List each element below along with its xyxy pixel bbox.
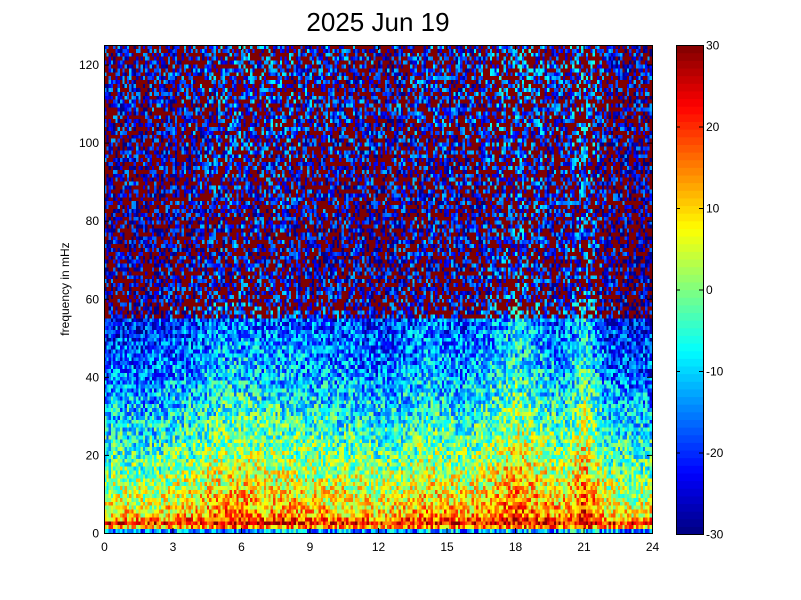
- colorbar-tick-label: 0: [706, 283, 713, 297]
- colorbar-swatch: [676, 121, 703, 130]
- colorbar-swatch: [676, 373, 703, 382]
- y-tick-label: 120: [79, 58, 99, 72]
- colorbar-swatch: [676, 342, 703, 352]
- colorbar-swatch: [676, 266, 703, 275]
- x-tick-label: 0: [101, 540, 108, 554]
- colorbar-swatch: [676, 411, 703, 420]
- colorbar-swatch: [676, 495, 703, 505]
- colorbar-tick-label: -30: [706, 528, 724, 542]
- colorbar-swatch: [676, 159, 703, 168]
- y-axis: 0 20 40 60 80 100 120: [79, 58, 652, 541]
- colorbar-swatch: [676, 75, 703, 84]
- colorbar-swatch: [676, 213, 703, 222]
- colorbar-tick-label: -10: [706, 365, 724, 379]
- colorbar-swatch: [676, 274, 703, 283]
- chart-title: 2025 Jun 19: [306, 7, 449, 37]
- colorbar-swatch: [676, 106, 703, 115]
- colorbar-swatch: [676, 281, 703, 291]
- colorbar-swatch: [676, 228, 703, 237]
- colorbar-swatch: [676, 174, 703, 184]
- colorbar-swatch: [676, 350, 703, 359]
- colorbar-swatch: [676, 304, 703, 314]
- colorbar-swatch: [676, 388, 703, 398]
- x-axis: 0 3 6 9 12 15 18 21 24: [101, 45, 659, 554]
- colorbar-swatch: [676, 335, 703, 344]
- colorbar-swatch: [676, 67, 703, 77]
- colorbar-swatch: [676, 236, 703, 245]
- x-tick-label: 6: [238, 540, 245, 554]
- x-tick-label: 24: [646, 540, 660, 554]
- colorbar-swatch: [676, 90, 703, 100]
- y-tick-label: 0: [92, 527, 99, 541]
- colorbar-tick-label: -20: [706, 446, 724, 460]
- colorbar-swatch: [676, 480, 703, 489]
- x-tick-label: 21: [577, 540, 591, 554]
- heatmap-plot-area: [104, 45, 652, 533]
- colorbar-swatch: [676, 427, 703, 436]
- colorbar-swatch: [676, 518, 703, 527]
- colorbar-swatch: [676, 511, 703, 520]
- colorbar-swatch: [676, 434, 703, 443]
- x-tick-label: 9: [307, 540, 314, 554]
- colorbar-swatch: [676, 197, 703, 207]
- y-tick-label: 20: [86, 448, 100, 462]
- x-tick-label: 12: [372, 540, 386, 554]
- x-tick-label: 3: [170, 540, 177, 554]
- colorbar-swatch: [676, 404, 703, 413]
- colorbar-swatch: [676, 52, 703, 61]
- colorbar-swatch: [676, 151, 703, 161]
- colorbar-swatch: [676, 220, 703, 229]
- colorbar-swatch: [676, 243, 703, 252]
- y-tick-label: 60: [86, 292, 100, 306]
- colorbar-swatch: [676, 365, 703, 375]
- colorbar-swatch: [676, 136, 703, 145]
- y-tick-label: 40: [86, 370, 100, 384]
- colorbar-swatch: [676, 442, 703, 451]
- colorbar-swatch: [676, 358, 703, 367]
- colorbar-swatch: [676, 60, 703, 69]
- colorbar-swatch: [676, 144, 703, 153]
- colorbar-swatch: [676, 167, 703, 176]
- x-tick-label: 15: [440, 540, 454, 554]
- colorbar-swatch: [676, 113, 703, 123]
- colorbar-swatch: [676, 312, 703, 321]
- colorbar-swatch: [676, 503, 703, 512]
- colorbar-swatch: [676, 251, 703, 260]
- y-tick-label: 100: [79, 136, 99, 150]
- colorbar-swatch: [676, 465, 703, 474]
- y-tick-label: 80: [86, 214, 100, 228]
- colorbar: [676, 45, 703, 535]
- colorbar-tick-label: 30: [706, 39, 720, 53]
- heatmap-image: [104, 45, 652, 533]
- x-tick-label: 18: [509, 540, 523, 554]
- colorbar-swatch: [676, 289, 703, 298]
- colorbar-swatch: [676, 457, 703, 466]
- colorbar-swatch: [676, 190, 703, 199]
- colorbar-swatch: [676, 526, 703, 535]
- y-axis-label: frequency in mHz: [58, 242, 72, 335]
- colorbar-swatch: [676, 258, 703, 268]
- colorbar-swatch: [676, 98, 703, 107]
- colorbar-tick-label: 10: [706, 202, 720, 216]
- colorbar-swatch: [676, 83, 703, 92]
- colorbar-swatch: [676, 396, 703, 405]
- colorbar-swatch: [676, 320, 703, 329]
- colorbar-swatch: [676, 381, 703, 390]
- colorbar-axis: 30 20 10 0 -10 -20 -30: [676, 39, 724, 542]
- colorbar-swatch: [676, 488, 703, 497]
- colorbar-tick-label: 20: [706, 120, 720, 134]
- colorbar-swatch: [676, 45, 703, 54]
- colorbar-swatch: [676, 327, 703, 336]
- colorbar-swatch: [676, 472, 703, 482]
- colorbar-swatch: [676, 182, 703, 191]
- colorbar-swatch: [676, 449, 703, 459]
- colorbar-swatch: [676, 205, 703, 214]
- colorbar-swatch: [676, 129, 703, 138]
- colorbar-swatch: [676, 419, 703, 428]
- colorbar-swatch: [676, 297, 703, 306]
